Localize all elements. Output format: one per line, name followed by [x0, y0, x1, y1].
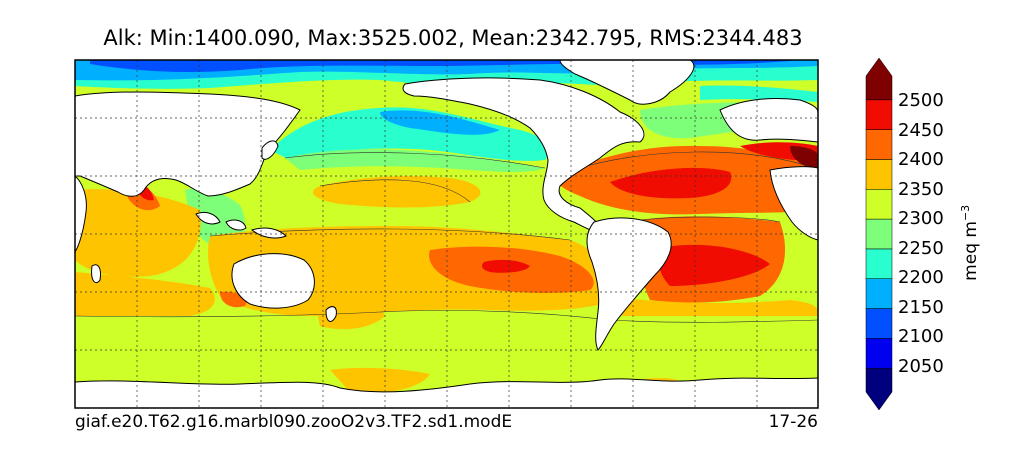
colorbar: [865, 57, 893, 411]
colorbar-segment-1: [865, 338, 893, 369]
colorbar-segment-4: [865, 248, 893, 279]
japan: [261, 140, 279, 160]
colorbar-segment-5: [865, 218, 893, 250]
field-natl-max: [610, 167, 732, 199]
new-guinea: [250, 227, 287, 239]
colorbar-segment-2: [865, 308, 893, 339]
colorbar-tick-2350: 2350: [898, 179, 944, 200]
plot-title: Alk: Min:1400.090, Max:3525.002, Mean:23…: [103, 26, 803, 50]
field-satl-band: [610, 296, 818, 323]
madagascar: [91, 264, 101, 284]
colorbar-tick-2300: 2300: [898, 208, 944, 229]
south-america: [586, 217, 672, 351]
colorbar-units-exponent: −3: [959, 204, 973, 222]
field-indian-gyre: [75, 189, 201, 277]
africa-left: [75, 175, 87, 253]
colorbar-tick-2050: 2050: [898, 356, 944, 377]
map-frame: [74, 59, 819, 409]
field-south-indian: [75, 272, 215, 319]
colorbar-tick-2500: 2500: [898, 90, 944, 111]
colorbar-tick-2150: 2150: [898, 297, 944, 318]
ocean-field: [75, 60, 818, 408]
field-npac-cyan: [270, 107, 549, 161]
colorbar-tick-2450: 2450: [898, 120, 944, 141]
field-med-max: [790, 146, 818, 170]
sumatra: [195, 211, 221, 225]
colorbar-segment-10: [865, 57, 893, 101]
colorbar-segment-6: [865, 189, 893, 220]
borneo: [225, 219, 247, 231]
field-npac-gyre: [312, 176, 481, 208]
africa: [769, 166, 818, 241]
field-ross: [330, 367, 430, 394]
colorbar-segment-0: [865, 367, 893, 411]
colorbar-tick-2100: 2100: [898, 326, 944, 347]
case-name: giaf.e20.T62.g16.marbl090.zooO2v3.TF2.sd…: [75, 412, 513, 432]
colorbar-tick-2400: 2400: [898, 149, 944, 170]
colorbar-units-main: meq m: [960, 221, 981, 281]
field-natl-cyan: [700, 85, 818, 102]
australia: [231, 253, 315, 309]
field-npac-green: [285, 149, 545, 172]
colorbar-segment-3: [865, 278, 893, 309]
greenland: [559, 60, 695, 105]
year-range: 17-26: [768, 412, 818, 432]
colorbar-segment-7: [865, 159, 893, 190]
colorbar-units: meq m−3: [959, 183, 981, 303]
graticule: [75, 60, 818, 408]
colorbar-segment-8: [865, 129, 893, 160]
field-satl-max: [658, 244, 770, 286]
colorbar-segment-9: [865, 99, 893, 130]
colorbar-tick-2250: 2250: [898, 238, 944, 259]
field-spac-max: [482, 259, 530, 273]
new-zealand: [325, 306, 337, 322]
field-npac-lightblue: [380, 110, 500, 135]
colorbar-tick-2200: 2200: [898, 267, 944, 288]
